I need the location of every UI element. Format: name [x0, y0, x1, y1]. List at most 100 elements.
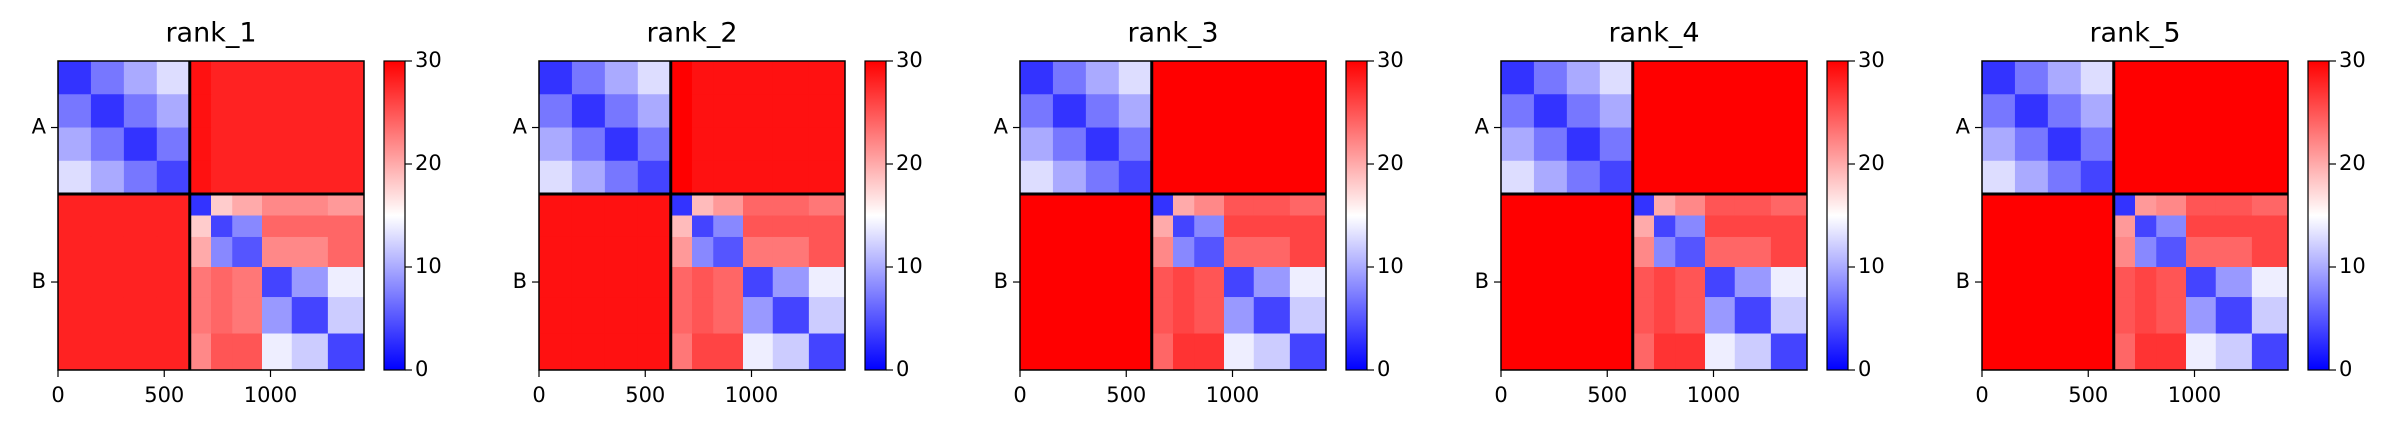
heatmap-cell — [123, 127, 158, 162]
heatmap-cell — [539, 194, 573, 216]
heatmap-cell — [2251, 61, 2289, 95]
heatmap-cell — [1675, 333, 1706, 371]
heatmap-cell — [1705, 236, 1736, 268]
heatmap-cell — [211, 194, 233, 216]
heatmap-cell — [1501, 267, 1535, 298]
heatmap-cell — [189, 297, 212, 335]
heatmap-cell — [713, 267, 744, 298]
heatmap-cell — [1173, 215, 1195, 238]
heatmap-cell — [1705, 127, 1736, 162]
x-tick-label: 0 — [1975, 383, 1988, 407]
heatmap-cell — [2113, 127, 2136, 162]
heatmap-cell — [1705, 267, 1736, 298]
heatmap-cell — [1194, 94, 1225, 129]
heatmap-cell — [1501, 194, 1535, 216]
y-tick-label: A — [513, 115, 528, 139]
heatmap-cell — [327, 236, 365, 268]
heatmap-cell — [2014, 267, 2049, 298]
colorbar-tick-label: 10 — [896, 254, 923, 278]
heatmap-cell — [2113, 94, 2136, 129]
heatmap-cell — [1533, 194, 1568, 216]
heatmap-cell — [232, 127, 263, 162]
heatmap-cell — [1289, 127, 1327, 162]
heatmap-cell — [1151, 333, 1174, 371]
heatmap-cell — [2251, 297, 2289, 335]
heatmap-cell — [90, 297, 125, 335]
heatmap-cell — [808, 267, 846, 298]
heatmap-cell — [1566, 215, 1601, 238]
heatmap-cell — [604, 267, 639, 298]
heatmap-cell — [1770, 333, 1808, 371]
heatmap-cell — [1118, 267, 1153, 298]
heatmap-cell — [1173, 236, 1195, 268]
heatmap-cell — [2186, 267, 2217, 298]
heatmap-cell — [189, 333, 212, 371]
heatmap-cell — [2080, 297, 2115, 335]
plot-frame — [1019, 60, 1327, 371]
heatmap-cell — [1173, 160, 1195, 195]
heatmap-cell — [232, 194, 263, 216]
heatmap-cell — [1085, 160, 1120, 195]
heatmap-cell — [1118, 61, 1153, 95]
heatmap-cell — [2113, 160, 2136, 195]
heatmap-cell — [1632, 267, 1655, 298]
heatmap-cell — [772, 236, 810, 268]
heatmap-cell — [90, 236, 125, 268]
colorbar-tick-label: 0 — [415, 357, 428, 381]
heatmap-cell — [1770, 267, 1808, 298]
x-tick-label: 1000 — [244, 383, 297, 407]
heatmap-cell — [1599, 215, 1634, 238]
heatmap-cell — [2113, 236, 2136, 268]
colorbar — [1345, 60, 1368, 371]
heatmap-cell — [58, 215, 92, 238]
heatmap-cell — [2080, 333, 2115, 371]
heatmap-cell — [1632, 127, 1655, 162]
heatmap-cell — [571, 61, 606, 95]
heatmap-cell — [1982, 160, 2016, 195]
heatmap-cell — [1289, 94, 1327, 129]
heatmap-cell — [2047, 333, 2082, 371]
heatmap-cell — [2251, 160, 2289, 195]
heatmap-cell — [1599, 267, 1634, 298]
heatmap-cell — [232, 297, 263, 335]
heatmap-cell — [1654, 333, 1676, 371]
heatmap-cell — [1289, 194, 1327, 216]
heatmap-cell — [1151, 194, 1174, 216]
heatmap-cell — [1151, 94, 1174, 129]
heatmap-cell — [1599, 333, 1634, 371]
heatmap-cell — [1734, 236, 1772, 268]
heatmap-cell — [1224, 333, 1255, 371]
heatmap-cell — [1632, 94, 1655, 129]
heatmap-cell — [604, 127, 639, 162]
heatmap-cell — [232, 160, 263, 195]
heatmap-cell — [262, 127, 293, 162]
heatmap-cell — [1770, 297, 1808, 335]
heatmap-cell — [211, 297, 233, 335]
heatmap-cell — [2047, 127, 2082, 162]
heatmap-cell — [2215, 127, 2253, 162]
heatmap-cell — [1194, 194, 1225, 216]
heatmap-cell — [1118, 333, 1153, 371]
heatmap-cell — [1654, 94, 1676, 129]
heatmap-cell — [1253, 215, 1291, 238]
heatmap-cell — [670, 267, 693, 298]
heatmap-cell — [1118, 160, 1153, 195]
heatmap-cell — [1289, 160, 1327, 195]
heatmap-cell — [1052, 94, 1087, 129]
heatmap-cell — [58, 267, 92, 298]
heatmap-cell — [1289, 236, 1327, 268]
heatmap-cell — [2251, 333, 2289, 371]
heatmap-cell — [1224, 215, 1255, 238]
heatmap-cell — [808, 127, 846, 162]
heatmap-cell — [2135, 94, 2157, 129]
heatmap-cell — [211, 160, 233, 195]
heatmap-cell — [58, 160, 92, 195]
heatmap-cell — [2113, 194, 2136, 216]
heatmap-cell — [1770, 194, 1808, 216]
heatmap-cell — [156, 160, 191, 195]
heatmap-cell — [1599, 127, 1634, 162]
heatmap-cell — [327, 94, 365, 129]
heatmap-cell — [2215, 297, 2253, 335]
heatmap-cell — [1118, 194, 1153, 216]
heatmap-cell — [670, 333, 693, 371]
